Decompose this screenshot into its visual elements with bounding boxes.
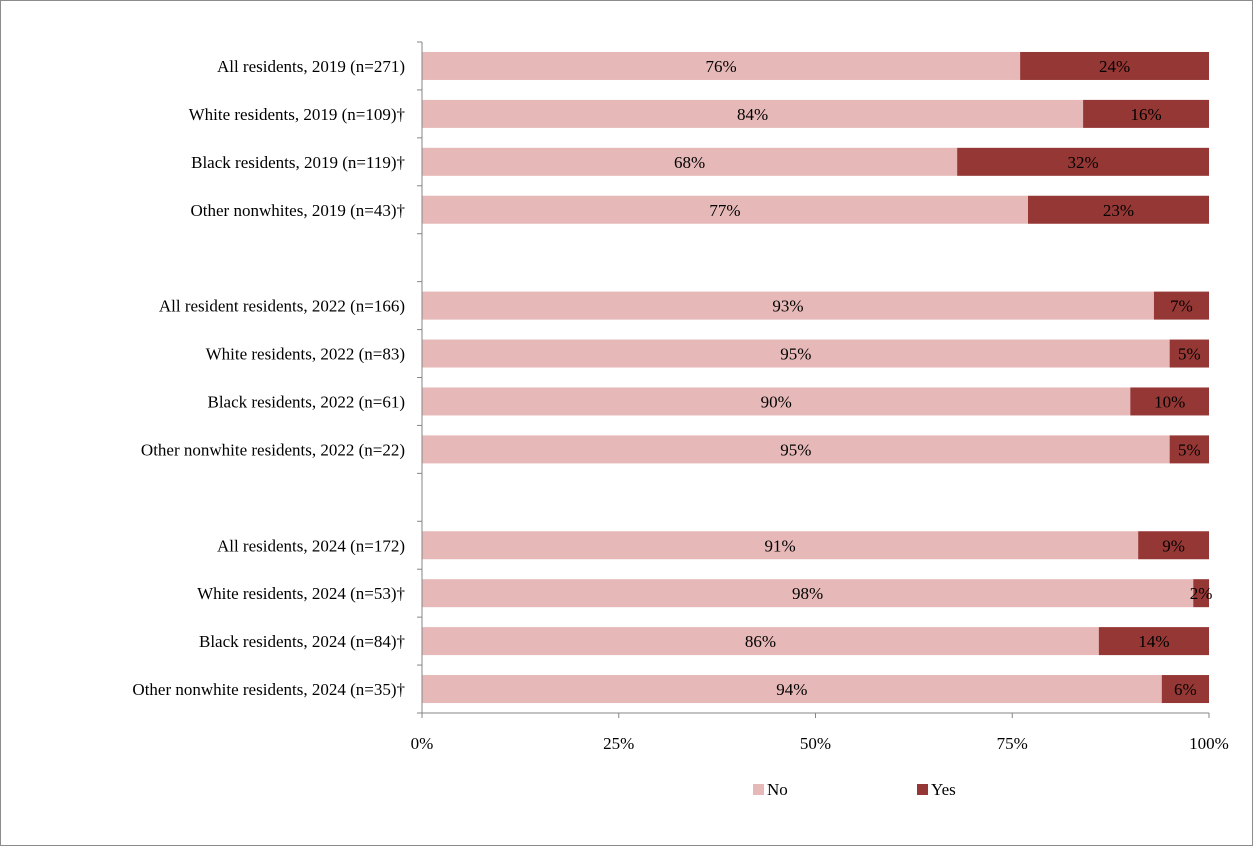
data-label-yes-8: 5% [1178, 440, 1201, 459]
bar-yes-0 [1020, 51, 1209, 80]
data-label-no-11: 98% [792, 584, 823, 603]
bar-no-10 [422, 531, 1139, 560]
bar-yes-7 [1130, 387, 1209, 416]
category-label-13: Other nonwhite residents, 2024 (n=35)† [132, 680, 405, 699]
data-label-yes-11: 2% [1190, 584, 1213, 603]
legend-label-yes: Yes [931, 780, 956, 799]
x-tick-label-0: 0% [411, 734, 434, 753]
data-label-no-13: 94% [776, 680, 807, 699]
legend-swatch-yes [917, 784, 928, 795]
axes-layer: 0% 25% 50% 75% 100% [411, 41, 1229, 753]
bar-no-0 [422, 51, 1021, 80]
bar-no-7 [422, 387, 1131, 416]
data-label-yes-2: 32% [1067, 153, 1098, 172]
category-label-8: Other nonwhite residents, 2022 (n=22) [141, 440, 405, 459]
data-label-no-3: 77% [709, 201, 740, 220]
bar-yes-3 [1027, 195, 1209, 224]
bar-yes-12 [1098, 627, 1209, 656]
x-tick-label-4: 100% [1189, 734, 1229, 753]
bar-yes-8 [1169, 435, 1209, 464]
legend: No Yes [753, 780, 956, 799]
category-label-1: White residents, 2019 (n=109)† [189, 105, 405, 124]
bar-yes-5 [1153, 291, 1209, 320]
data-label-yes-7: 10% [1154, 392, 1185, 411]
category-label-7: Black residents, 2022 (n=61) [208, 392, 406, 411]
data-label-yes-0: 24% [1099, 57, 1130, 76]
bar-yes-2 [957, 147, 1209, 176]
data-label-no-8: 95% [780, 440, 811, 459]
legend-label-no: No [767, 780, 788, 799]
data-label-yes-10: 9% [1162, 536, 1185, 555]
x-tick-label-3: 75% [997, 734, 1028, 753]
category-label-3: Other nonwhites, 2019 (n=43)† [190, 201, 405, 220]
category-label-2: Black residents, 2019 (n=119)† [191, 153, 405, 172]
bar-yes-11 [1193, 579, 1209, 608]
data-label-no-7: 90% [761, 392, 792, 411]
category-labels: All residents, 2019 (n=271) White residen… [132, 57, 405, 699]
bar-no-11 [422, 579, 1194, 608]
data-label-no-1: 84% [737, 105, 768, 124]
data-label-no-5: 93% [772, 297, 803, 316]
data-label-yes-13: 6% [1174, 680, 1197, 699]
category-label-11: White residents, 2024 (n=53)† [197, 584, 405, 603]
bar-no-5 [422, 291, 1154, 320]
data-label-no-0: 76% [705, 57, 736, 76]
category-label-6: White residents, 2022 (n=83) [206, 345, 405, 364]
bar-no-12 [422, 627, 1099, 656]
bar-yes-6 [1169, 339, 1209, 368]
bar-yes-1 [1083, 99, 1209, 128]
x-tick-label-2: 50% [800, 734, 831, 753]
category-label-5: All resident residents, 2022 (n=166) [159, 297, 405, 316]
bars-layer: 76% 24% 84% 16% 68% 32% 77% 23% 93% 7% 95% 5% 90% 10%… [422, 51, 1213, 704]
category-label-10: All residents, 2024 (n=172) [217, 536, 405, 555]
bar-no-6 [422, 339, 1170, 368]
data-label-yes-5: 7% [1170, 297, 1193, 316]
data-label-no-2: 68% [674, 153, 705, 172]
data-label-yes-6: 5% [1178, 345, 1201, 364]
data-label-no-6: 95% [780, 345, 811, 364]
x-tick-label-1: 25% [603, 734, 634, 753]
bar-no-3 [422, 195, 1028, 224]
data-label-yes-3: 23% [1103, 201, 1134, 220]
bar-no-13 [422, 675, 1162, 704]
data-label-yes-1: 16% [1130, 105, 1161, 124]
data-label-no-10: 91% [764, 536, 795, 555]
category-label-12: Black residents, 2024 (n=84)† [199, 632, 405, 651]
category-label-0: All residents, 2019 (n=271) [217, 57, 405, 76]
data-label-yes-12: 14% [1138, 632, 1169, 651]
data-label-no-12: 86% [745, 632, 776, 651]
legend-swatch-no [753, 784, 764, 795]
bar-yes-10 [1138, 531, 1209, 560]
bar-no-8 [422, 435, 1170, 464]
bar-yes-13 [1161, 675, 1209, 704]
bar-no-1 [422, 99, 1084, 128]
bar-no-2 [422, 147, 958, 176]
